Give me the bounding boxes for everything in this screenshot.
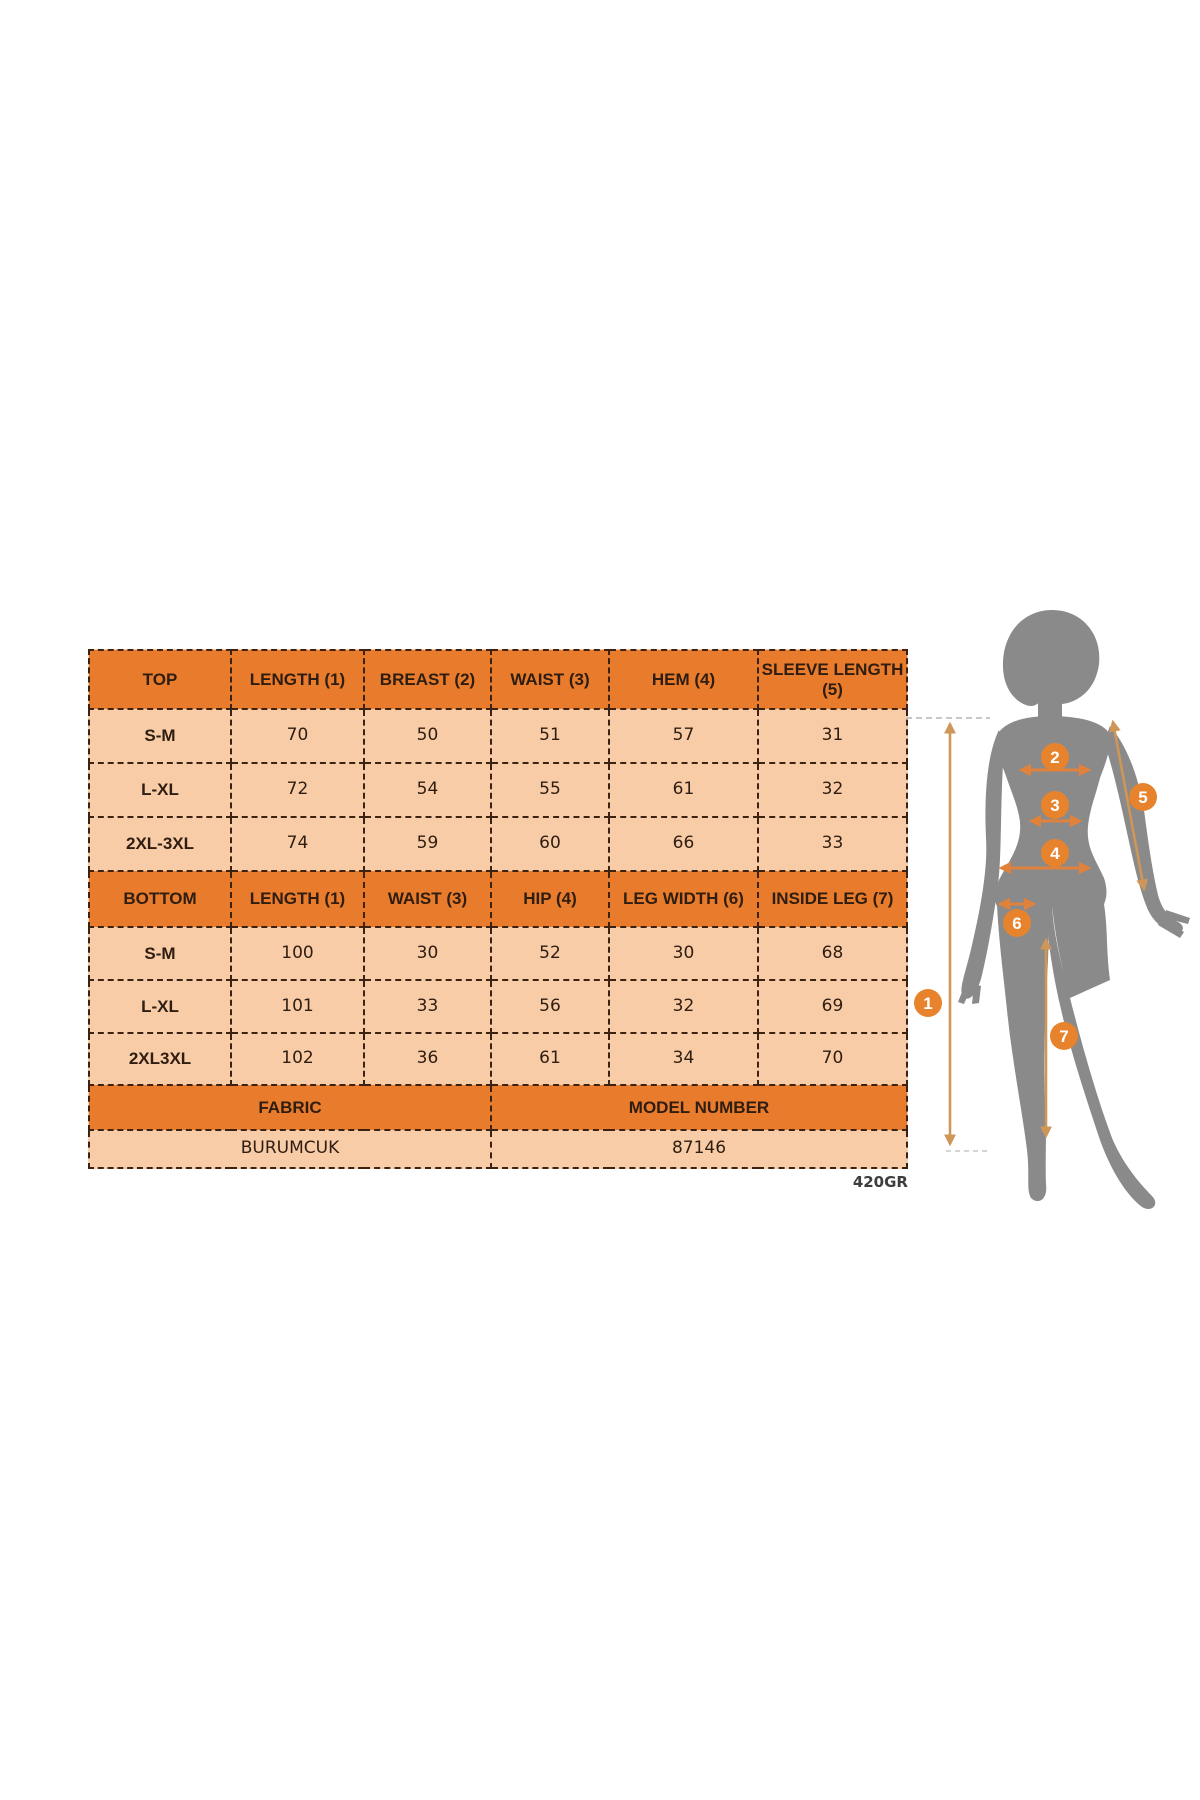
marker-circle-1 [914,989,942,1017]
col-header-length: LENGTH (1) [230,649,365,710]
cell-value: 70 [230,708,365,764]
cell-value: 33 [363,979,492,1034]
cell-value: 74 [230,816,365,872]
silhouette-right-leg [1046,904,1156,1209]
arrow-sleeve-5 [1108,719,1149,892]
size-label: L-XL [88,979,232,1034]
silhouette-right-fingers [1158,910,1190,938]
silhouette-left-arm [961,730,1004,999]
cell-value: 72 [230,762,365,818]
marker-circle-4 [1041,839,1069,867]
table-row: L-XL 72 54 55 61 32 [88,762,908,818]
cell-value: 100 [230,926,365,981]
marker-label-2: 2 [1050,748,1059,767]
silhouette-left-leg [996,878,1049,1202]
table-row-bottom-header: BOTTOM LENGTH (1) WAIST (3) HIP (4) LEG … [88,870,908,928]
silhouette-right-arm [1104,726,1183,933]
cell-value: 68 [757,926,908,981]
cell-value: 102 [230,1032,365,1086]
size-label: 2XL-3XL [88,816,232,872]
cell-value: 32 [757,762,908,818]
marker-circle-5 [1129,783,1157,811]
cell-value: 52 [490,926,610,981]
model-number-header: MODEL NUMBER [490,1084,908,1131]
size-label: S-M [88,926,232,981]
cell-value: 55 [490,762,610,818]
marker-label-6: 6 [1012,914,1021,933]
cell-value: 36 [363,1032,492,1086]
fabric-value: BURUMCUK [88,1129,492,1169]
col-header-waist: WAIST (3) [490,649,610,710]
col-header-hem: HEM (4) [608,649,759,710]
cell-value: 54 [363,762,492,818]
cell-value: 61 [490,1032,610,1086]
cell-value: 57 [608,708,759,764]
size-label: S-M [88,708,232,764]
size-table: TOP LENGTH (1) BREAST (2) WAIST (3) HEM … [88,649,908,1169]
table-row-footer-header: FABRIC MODEL NUMBER [88,1084,908,1131]
col-header-leg-width: LEG WIDTH (6) [608,870,759,928]
col-header-breast: BREAST (2) [363,649,492,710]
marker-circle-6 [1003,909,1031,937]
cell-value: 30 [608,926,759,981]
col-header-waist: WAIST (3) [363,870,492,928]
marker-label-5: 5 [1138,788,1147,807]
model-number-value: 87146 [490,1129,908,1169]
silhouette-left-fingers [958,982,981,1004]
silhouette-head [1002,610,1100,706]
cell-value: 31 [757,708,908,764]
size-label: L-XL [88,762,232,818]
marker-label-4: 4 [1050,844,1060,863]
col-header-sleeve-length: SLEEVE LENGTH (5) [757,649,908,710]
cell-value: 56 [490,979,610,1034]
cell-value: 66 [608,816,759,872]
cell-value: 30 [363,926,492,981]
table-row-top-header: TOP LENGTH (1) BREAST (2) WAIST (3) HEM … [88,649,908,710]
col-header-top: TOP [88,649,232,710]
cell-value: 59 [363,816,492,872]
table-row: L-XL 101 33 56 32 69 [88,979,908,1034]
weight-note: 420GR [852,1173,908,1191]
marker-circle-3 [1041,791,1069,819]
size-label: 2XL3XL [88,1032,232,1086]
cell-value: 101 [230,979,365,1034]
cell-value: 61 [608,762,759,818]
cell-value: 50 [363,708,492,764]
marker-label-7: 7 [1059,1027,1068,1046]
table-row-footer-values: BURUMCUK 87146 [88,1129,908,1169]
marker-circles: 1 2 3 4 5 6 7 [914,743,1157,1050]
marker-label-3: 3 [1050,796,1059,815]
table-row: S-M 100 30 52 30 68 [88,926,908,981]
cell-value: 34 [608,1032,759,1086]
cell-value: 33 [757,816,908,872]
cell-value: 70 [757,1032,908,1086]
cell-value: 69 [757,979,908,1034]
cell-value: 51 [490,708,610,764]
measurement-figure: 1 2 3 4 5 6 7 [906,610,1190,1209]
marker-label-1: 1 [923,994,932,1013]
marker-circle-7 [1050,1022,1078,1050]
cell-value: 32 [608,979,759,1034]
table-row: 2XL3XL 102 36 61 34 70 [88,1032,908,1086]
col-header-inside-leg: INSIDE LEG (7) [757,870,908,928]
col-header-bottom: BOTTOM [88,870,232,928]
female-silhouette [958,610,1190,1209]
table-row: 2XL-3XL 74 59 60 66 33 [88,816,908,872]
col-header-length: LENGTH (1) [230,870,365,928]
table-row: S-M 70 50 51 57 31 [88,708,908,764]
marker-circle-2 [1041,743,1069,771]
fabric-header: FABRIC [88,1084,492,1131]
col-header-hip: HIP (4) [490,870,610,928]
cell-value: 60 [490,816,610,872]
